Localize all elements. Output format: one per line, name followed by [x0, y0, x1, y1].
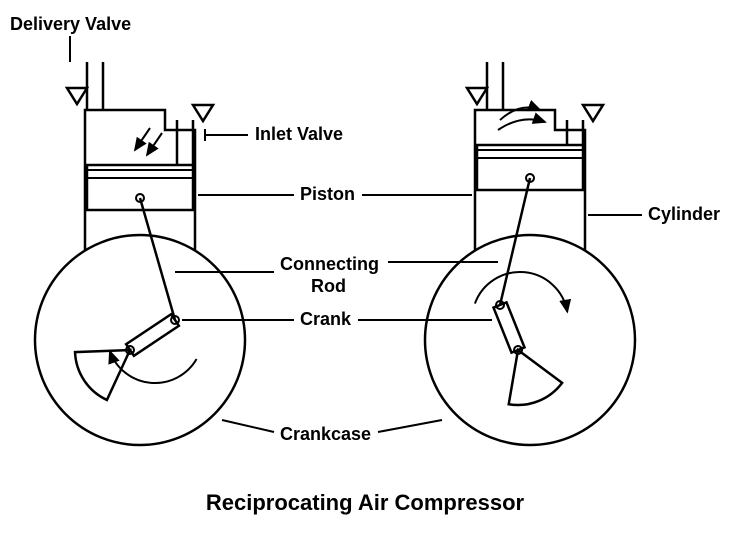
label-delivery-valve: Delivery Valve [10, 14, 131, 34]
label-cylinder: Cylinder [648, 204, 720, 224]
label-connecting-rod-2: Rod [311, 276, 346, 296]
label-piston: Piston [300, 184, 355, 204]
label-connecting-rod-1: Connecting [280, 254, 379, 274]
label-inlet-valve: Inlet Valve [255, 124, 343, 144]
diagram-title: Reciprocating Air Compressor [206, 490, 525, 515]
label-crank: Crank [300, 309, 352, 329]
label-crankcase: Crankcase [280, 424, 371, 444]
